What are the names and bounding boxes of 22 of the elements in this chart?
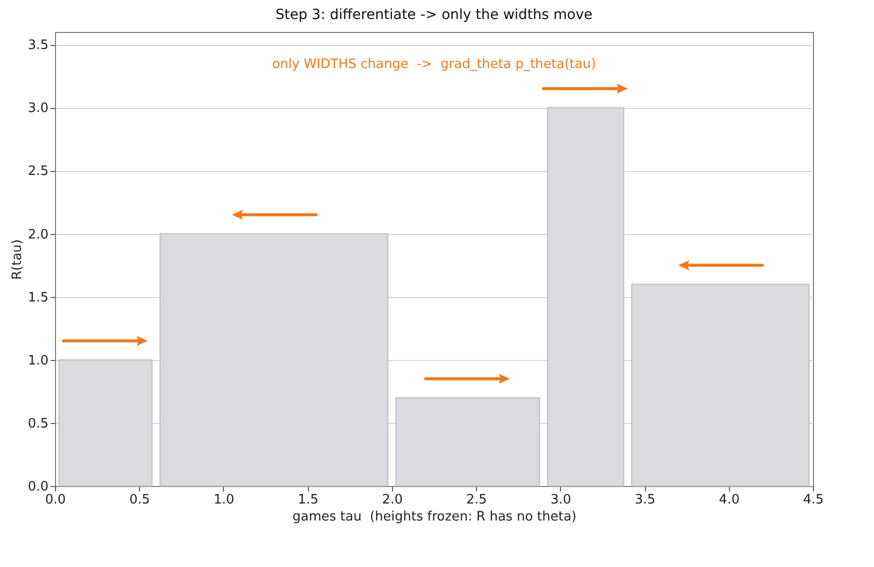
y-tick-label: 3.0 [28, 101, 48, 116]
x-tick-label: 4.5 [803, 492, 824, 508]
x-tick-label: 0.0 [45, 492, 66, 508]
x-tick-label: 2.0 [382, 492, 403, 508]
x-tick-label: 3.5 [634, 492, 656, 508]
y-axis-title: R(tau) [10, 239, 25, 280]
y-tick-label: 2.0 [28, 227, 48, 242]
x-tick-label: 3.0 [550, 492, 572, 508]
x-tick-label: 1.5 [298, 492, 319, 508]
x-tick-label: 0.5 [129, 492, 150, 508]
chart-title: Step 3: differentiate -> only the widths move [275, 7, 593, 23]
y-tick-label: 0.5 [28, 416, 48, 432]
x-tick-label: 4.0 [718, 492, 740, 508]
x-tick-label: 1.0 [214, 492, 234, 508]
y-tick-label: 3.5 [28, 38, 48, 54]
y-tick-label: 1.5 [28, 290, 48, 306]
x-axis-title: games tau (heights frozen: R has no theta) [292, 510, 577, 524]
y-tick-label: 2.5 [28, 164, 48, 180]
y-tick-label: 0.0 [28, 480, 48, 494]
annotation: only WIDTHS change -> grad_theta p_theta(tau) [272, 56, 596, 72]
x-tick-label: 2.5 [466, 492, 487, 508]
y-tick-label: 1.0 [28, 353, 48, 368]
